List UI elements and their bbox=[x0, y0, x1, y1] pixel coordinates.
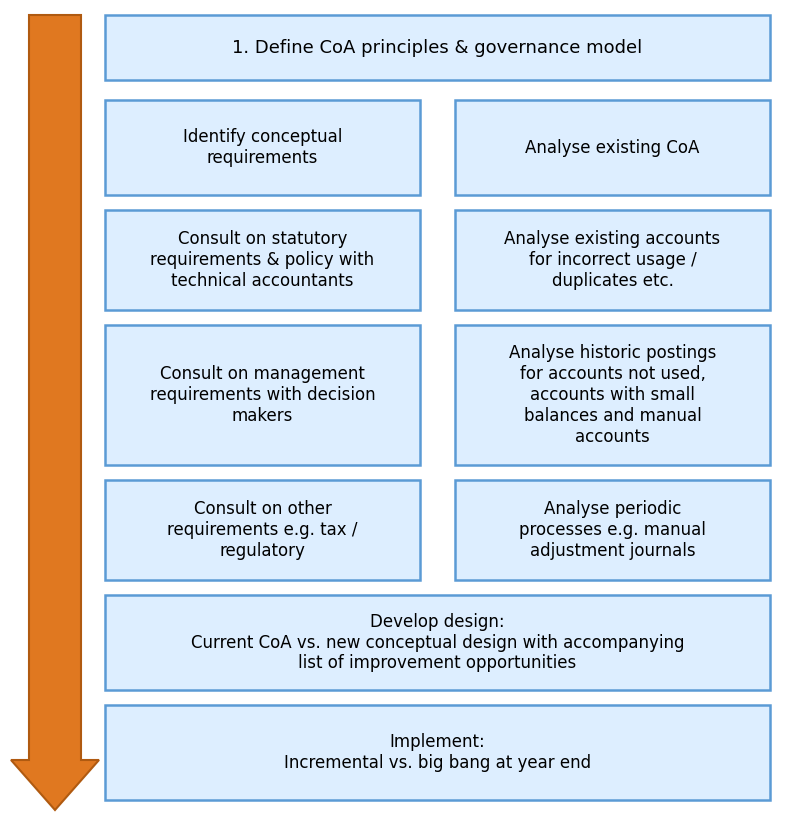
Text: Analyse historic postings
for accounts not used,
accounts with small
balances an: Analyse historic postings for accounts n… bbox=[509, 344, 716, 446]
Bar bbox=[455, 100, 770, 195]
Text: 1. Define CoA principles & governance model: 1. Define CoA principles & governance mo… bbox=[233, 39, 642, 57]
Text: Analyse periodic
processes e.g. manual
adjustment journals: Analyse periodic processes e.g. manual a… bbox=[519, 500, 706, 559]
Text: Develop design:
Current CoA vs. new conceptual design with accompanying
list of : Develop design: Current CoA vs. new conc… bbox=[191, 613, 684, 672]
Polygon shape bbox=[11, 15, 99, 810]
Bar bbox=[105, 595, 770, 690]
Bar bbox=[105, 15, 770, 80]
Text: Consult on statutory
requirements & policy with
technical accountants: Consult on statutory requirements & poli… bbox=[150, 230, 375, 290]
Text: Consult on other
requirements e.g. tax /
regulatory: Consult on other requirements e.g. tax /… bbox=[168, 500, 358, 559]
Text: Implement:
Incremental vs. big bang at year end: Implement: Incremental vs. big bang at y… bbox=[284, 733, 591, 772]
Text: Analyse existing accounts
for incorrect usage /
duplicates etc.: Analyse existing accounts for incorrect … bbox=[504, 230, 721, 290]
Bar bbox=[105, 210, 420, 310]
Bar bbox=[105, 480, 420, 580]
Text: Identify conceptual
requirements: Identify conceptual requirements bbox=[183, 128, 342, 167]
Bar bbox=[455, 480, 770, 580]
Bar bbox=[455, 210, 770, 310]
Bar bbox=[105, 705, 770, 800]
Text: Consult on management
requirements with decision
makers: Consult on management requirements with … bbox=[150, 365, 376, 425]
Bar bbox=[105, 100, 420, 195]
Bar bbox=[105, 325, 420, 465]
Text: Analyse existing CoA: Analyse existing CoA bbox=[526, 138, 700, 157]
Bar bbox=[455, 325, 770, 465]
